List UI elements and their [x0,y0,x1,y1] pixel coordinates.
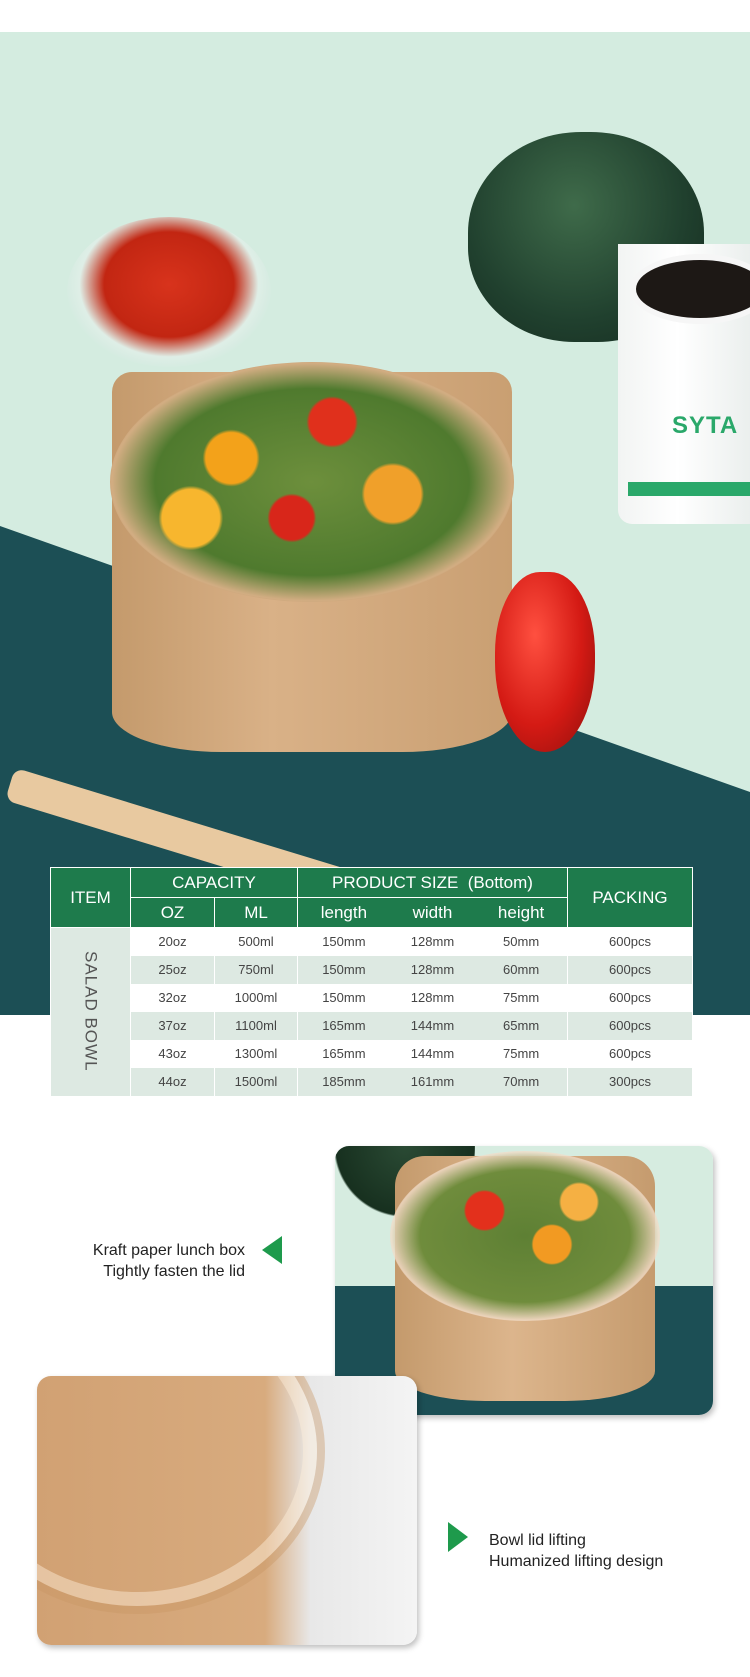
cell-width: 128mm [389,983,476,1012]
cell-width: 128mm [389,955,476,984]
cell-ml: 1500ml [214,1067,298,1096]
cell-ml: 1100ml [214,1011,298,1040]
table-row: 32oz 1000ml 150mm 128mm 75mm 600pcs [51,983,693,1012]
table-row: SALAD BOWL 20oz 500ml 150mm 128mm 50mm 600pcs [50,927,693,1096]
cell-length: 150mm [296,955,390,984]
feature-1-line-2: Tightly fasten the lid [103,1263,245,1280]
feature-caption-2: Bowl lid lifting Humanized lifting desig… [489,1530,663,1572]
cell-oz: 25oz [130,955,215,984]
arrow-left-icon [262,1236,282,1264]
cell-width: 144mm [389,1039,476,1068]
cell-packing: 600pcs [567,1011,693,1040]
cup-band [628,482,750,496]
table-row: 44oz 1500ml 185mm 161mm 70mm 300pcs [51,1067,693,1096]
header-product-size: PRODUCT SIZE (Bottom) [297,867,568,898]
spec-table: ITEM CAPACITY PRODUCT SIZE (Bottom) PACK… [50,867,693,1096]
cell-height: 65mm [475,1011,569,1040]
cell-ml: 750ml [214,955,298,984]
cell-width: 128mm [389,927,476,956]
cup-logo: SYTA [672,412,739,439]
cell-packing: 600pcs [567,983,693,1012]
cell-ml: 500ml [214,927,298,956]
table-row: 25oz 750ml 150mm 128mm 60mm 600pcs [51,955,693,984]
cell-height: 75mm [475,1039,569,1068]
lidded-bowl-photo [335,1146,713,1415]
cell-ml: 1300ml [214,1039,298,1068]
cell-height: 70mm [475,1067,569,1096]
cell-length: 165mm [296,1011,390,1040]
header-item: ITEM [50,867,131,928]
lid-closeup-photo [37,1376,417,1645]
feature-1-line-1: Kraft paper lunch box [92,1242,245,1259]
table-row: 43oz 1300ml 165mm 144mm 75mm 600pcs [51,1039,693,1068]
cell-oz: 37oz [130,1011,215,1040]
cell-packing: 600pcs [567,955,693,984]
cell-height: 60mm [475,955,569,984]
feature-caption-1: Kraft paper lunch box Tightly fasten the… [93,1240,245,1282]
cell-width: 144mm [389,1011,476,1040]
salad-under-lid [390,1151,660,1321]
header-height: height [475,897,569,928]
header-oz: OZ [130,897,215,928]
arrow-right-icon [448,1522,468,1552]
cell-ml: 1000ml [214,983,298,1012]
cell-packing: 300pcs [567,1067,693,1096]
hero-product-photo: SYTA [0,32,750,1015]
cell-length: 150mm [296,927,390,956]
cell-length: 165mm [296,1039,390,1068]
cell-oz: 20oz [130,927,215,956]
coffee [630,254,750,324]
feature-2-line-1: Bowl lid lifting [489,1532,586,1549]
cell-height: 75mm [475,983,569,1012]
cell-oz: 44oz [130,1067,215,1096]
red-pepper [495,572,595,752]
cell-length: 185mm [296,1067,390,1096]
cell-packing: 600pcs [567,1039,693,1068]
cell-oz: 43oz [130,1039,215,1068]
header-width: width [389,897,476,928]
header-length: length [296,897,390,928]
salad [110,362,514,602]
cell-width: 161mm [389,1067,476,1096]
header-ml: ML [214,897,298,928]
cell-packing: 600pcs [567,927,693,956]
item-name: SALAD BOWL [50,927,131,1096]
cell-length: 150mm [296,983,390,1012]
cell-oz: 32oz [130,983,215,1012]
ketchup-dish [67,217,271,367]
header-packing: PACKING [567,867,693,928]
header-capacity: CAPACITY [130,867,298,898]
feature-2-line-2: Humanized lifting design [489,1553,664,1570]
cell-height: 50mm [475,927,569,956]
table-row: 37oz 1100ml 165mm 144mm 65mm 600pcs [51,1011,693,1040]
clear-lid [37,1376,317,1606]
